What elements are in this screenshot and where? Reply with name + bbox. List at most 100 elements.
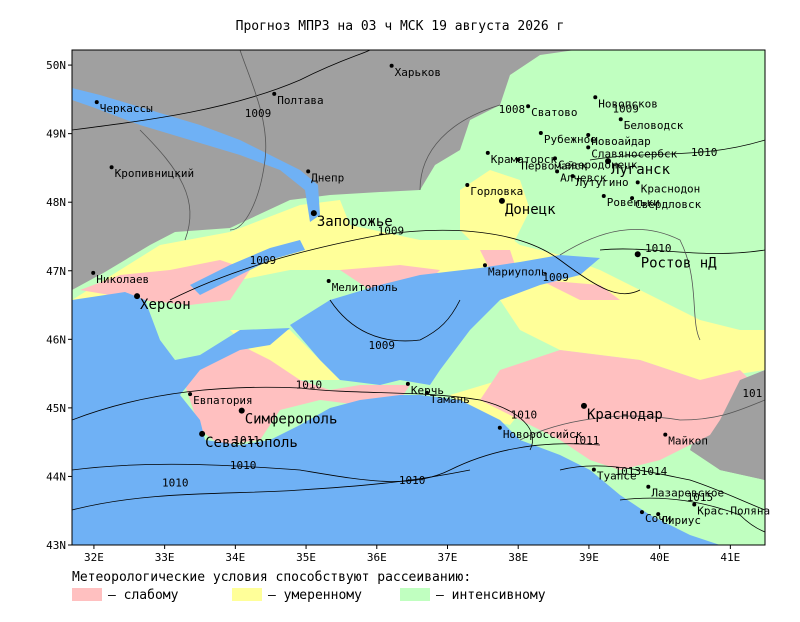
city-marker	[635, 180, 640, 185]
legend-label: — умеренному	[268, 588, 362, 603]
isobar-label: 1009	[378, 224, 405, 237]
city-marker	[389, 63, 394, 68]
city-label: Новопсков	[598, 97, 658, 110]
isobar-label: 1010	[296, 379, 323, 392]
city-label: Евпатория	[193, 394, 253, 407]
city-label: Туапсе	[597, 470, 637, 483]
lat-tick-label: 49N	[46, 128, 66, 141]
city-marker	[188, 392, 193, 397]
city-label: Свердловск	[635, 198, 702, 211]
city-marker	[498, 197, 505, 204]
legend-label: — интенсивному	[436, 588, 546, 603]
city-marker	[94, 100, 99, 105]
city-marker	[272, 91, 277, 96]
city-marker	[238, 407, 245, 414]
city-marker	[580, 402, 587, 409]
city-marker	[109, 165, 114, 170]
city-marker	[516, 157, 521, 162]
land-outside-east	[700, 370, 765, 480]
lon-tick-label: 35E	[296, 551, 316, 564]
city-marker	[424, 390, 429, 395]
lon-tick-label: 40E	[650, 551, 670, 564]
lon-tick-label: 38E	[508, 551, 528, 564]
legend-title: Метеорологические условия способствуют р…	[72, 570, 471, 585]
city-marker	[656, 512, 661, 517]
city-marker	[497, 425, 502, 430]
legend-swatch	[400, 588, 430, 601]
isobar-label: 1010	[511, 409, 538, 422]
city-label: Краматорск	[491, 153, 558, 166]
isobar-label: 1011	[233, 434, 260, 447]
city-label: Северодонецк	[558, 158, 638, 171]
lon-tick-label: 34E	[225, 551, 245, 564]
city-marker	[134, 293, 141, 300]
city-label: Сириус	[661, 514, 701, 527]
city-label: Симферополь	[245, 412, 338, 428]
isobar-label: 1010	[645, 242, 672, 255]
city-label: Первомайск	[521, 160, 588, 173]
isobar-label: 1015	[687, 491, 714, 504]
title: Прогноз МПРЗ на 03 ч МСК 19 августа 2026…	[236, 19, 565, 34]
city-label: Запорожье	[317, 214, 393, 230]
city-label: Беловодск	[624, 119, 684, 132]
isobar-label: 1010	[399, 474, 426, 487]
lat-tick-label: 43N	[46, 539, 66, 552]
lon-tick-label: 39E	[579, 551, 599, 564]
city-marker	[405, 381, 410, 386]
city-marker	[630, 196, 635, 201]
city-label: Кропивницкий	[115, 167, 194, 180]
lon-tick-label: 37E	[438, 551, 458, 564]
city-label: Ровеньки	[607, 196, 660, 209]
lon-tick-label: 32E	[84, 551, 104, 564]
city-label: Крас.Поляна	[697, 505, 770, 518]
city-label: Новороссийск	[503, 428, 583, 441]
lat-tick-label: 48N	[46, 196, 66, 209]
lon-tick-label: 41E	[720, 551, 740, 564]
city-marker	[593, 95, 598, 100]
lat-tick-label: 47N	[46, 265, 66, 278]
isobar-label: 1009	[542, 271, 569, 284]
city-label: Краснодар	[587, 407, 663, 423]
city-marker	[326, 279, 331, 284]
city-marker	[552, 156, 557, 161]
city-label: Керчь	[411, 384, 444, 397]
city-label: Донецк	[505, 202, 556, 218]
map-area	[72, 50, 765, 545]
city-label: Мелитополь	[332, 281, 398, 294]
city-marker	[639, 510, 644, 515]
city-label: Черкассы	[100, 102, 153, 115]
isobar-label: 1009	[250, 254, 277, 267]
city-marker	[618, 117, 623, 122]
lat-tick-label: 50N	[46, 59, 66, 72]
isobar-label: 1010	[230, 459, 257, 472]
legend-label: — слабому	[108, 588, 179, 603]
city-label: Лутугино	[576, 176, 629, 189]
isobar-label: 1008	[499, 103, 526, 116]
isobar-label: 1009	[368, 339, 395, 352]
city-label: Краснодон	[641, 182, 701, 195]
city-label: Лазаревское	[651, 487, 724, 500]
city-marker	[692, 502, 697, 507]
city-label: Горловка	[470, 185, 523, 198]
city-marker	[465, 183, 470, 188]
city-marker	[663, 432, 668, 437]
city-label: Полтава	[277, 94, 323, 107]
isobar-label: 1013	[615, 465, 642, 478]
city-marker	[605, 158, 612, 165]
city-label: Днепр	[311, 171, 344, 184]
city-marker	[586, 133, 591, 138]
city-marker	[570, 174, 575, 179]
city-marker	[91, 270, 96, 275]
lon-tick-label: 36E	[367, 551, 387, 564]
city-marker	[634, 251, 641, 258]
legend-swatch	[232, 588, 262, 601]
city-label: Новоайдар	[591, 135, 651, 148]
legend-swatch	[72, 588, 102, 601]
city-marker	[306, 169, 311, 174]
city-label: Сватово	[531, 106, 577, 119]
lat-tick-label: 44N	[46, 470, 66, 483]
isobar-label: 1009	[612, 102, 639, 115]
isobar-label: 101	[742, 387, 762, 400]
city-label: Майкоп	[668, 435, 708, 448]
